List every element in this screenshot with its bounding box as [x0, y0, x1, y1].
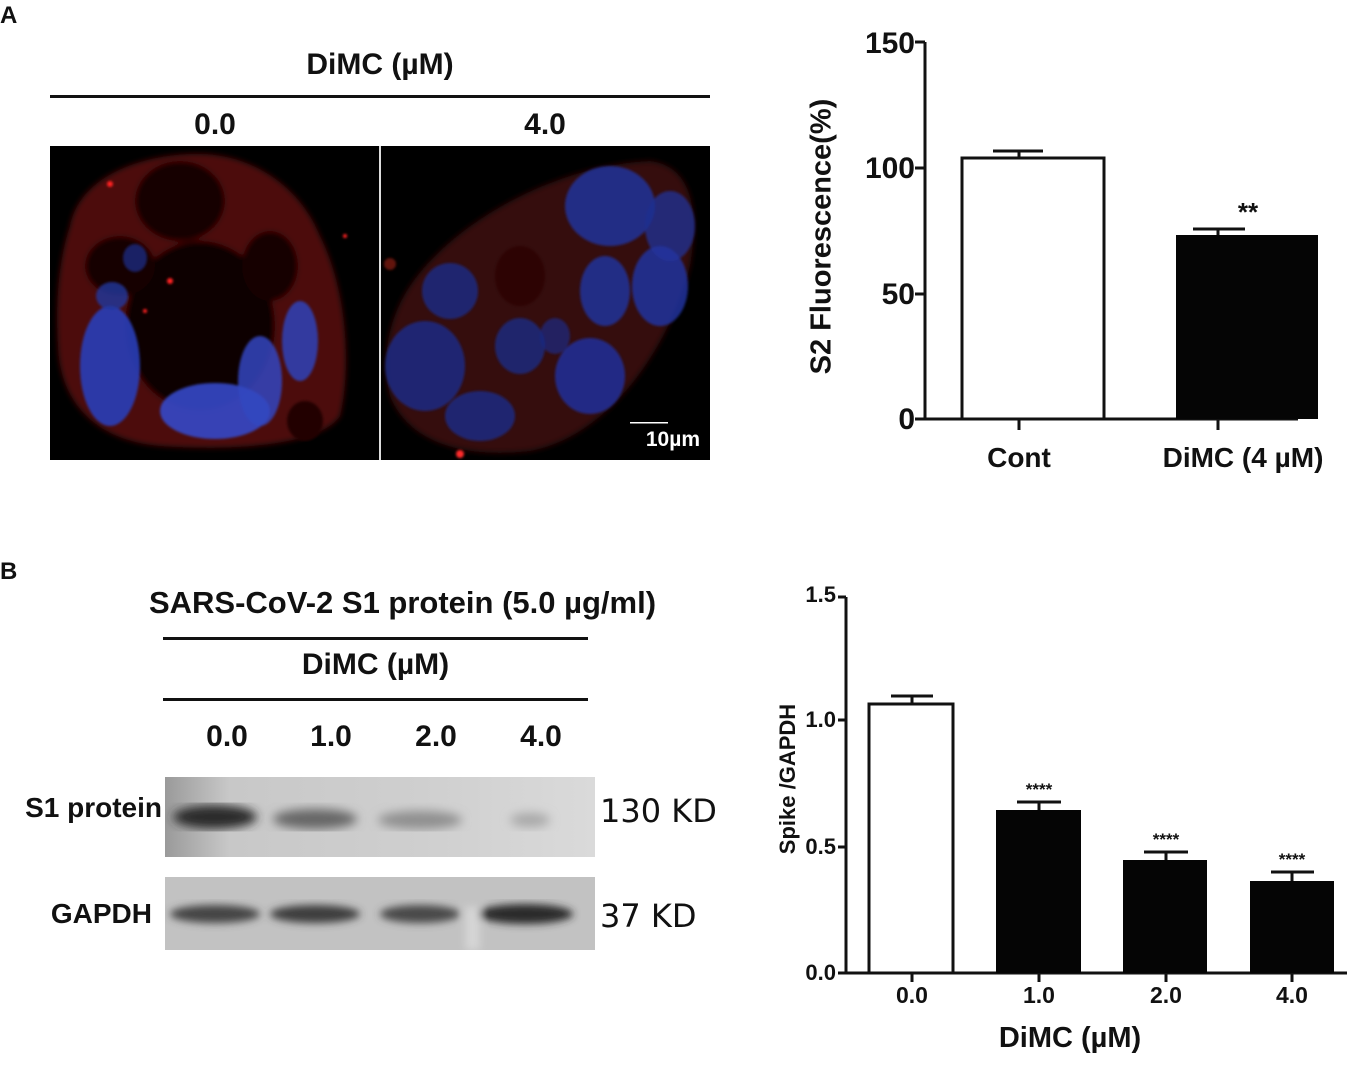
chart-a-bar-dimc	[1176, 235, 1318, 419]
chart-b-ytick-1.0: 1.0	[805, 707, 836, 732]
chart-b-ytick-0.0: 0.0	[805, 960, 836, 985]
chart-b-bar-1	[996, 810, 1081, 973]
chart-spike-gapdh: 1.5 1.0 0.5 0.0 Spike /GAPDH **** **** *…	[750, 570, 1347, 1060]
chart-b-xtick-1: 1.0	[1023, 982, 1055, 1008]
confocal-image-graphic	[57, 146, 695, 460]
blot-size-s1: 130 KD	[600, 792, 717, 830]
chart-b-ytick-0.5: 0.5	[805, 834, 836, 859]
blot-gapdh-bands	[170, 904, 573, 950]
blot-s1-bands	[173, 805, 550, 829]
chart-a-ytick-0: 0	[898, 403, 915, 436]
chart-a-svg	[915, 40, 1318, 430]
chart-b-xtick-2: 2.0	[1150, 982, 1182, 1008]
chart-a-ytick-150: 150	[864, 27, 915, 60]
panel-a-label: A	[0, 2, 18, 29]
chart-b-svg	[838, 595, 1347, 982]
chart-b-significance-4: ****	[1278, 850, 1306, 869]
chart-b-ytick-1.5: 1.5	[805, 582, 836, 607]
panel-a-col-0: 0.0	[194, 108, 236, 141]
chart-b-xtick-0: 0.0	[896, 982, 928, 1008]
chart-b-bar-4	[1250, 881, 1334, 973]
chart-a-bar-cont	[960, 156, 1106, 421]
panel-a-col-1: 4.0	[524, 108, 566, 141]
blot-row-label-gapdh: GAPDH	[50, 898, 152, 929]
panel-b-col-3: 4.0	[520, 720, 562, 753]
chart-a-significance: **	[1237, 197, 1259, 227]
blot-s1-protein	[165, 777, 595, 857]
chart-a-xtick-dimc: DiMC (4 µM)	[1162, 442, 1324, 473]
panel-b-title: SARS-CoV-2 S1 protein (5.0 µg/ml)	[148, 585, 657, 620]
chart-b-xlabel: DiMC (µM)	[998, 1022, 1142, 1054]
blot-row-label-s1: S1 protein	[25, 792, 162, 823]
panel-b-label: B	[0, 558, 18, 585]
blot-size-gapdh: 37 KD	[600, 897, 697, 935]
scale-bar-label: 10µm	[645, 428, 700, 451]
confocal-image-pair: 10µm	[50, 146, 710, 460]
chart-a-ytick-100: 100	[864, 152, 915, 185]
panel-b-col-1: 1.0	[310, 720, 352, 753]
chart-b-xtick-4: 4.0	[1276, 982, 1308, 1008]
chart-b-bar-2	[1123, 860, 1207, 973]
panel-a-header-rule	[50, 95, 710, 98]
chart-b-significance-1: ****	[1025, 780, 1053, 799]
panel-a-header: DiMC (µM)	[306, 48, 454, 81]
chart-a-ylabel: S2 Fluorescence(%)	[805, 98, 838, 375]
chart-b-bar-0	[867, 702, 955, 975]
panel-b-col-2: 2.0	[415, 720, 457, 753]
panel-b-col-0: 0.0	[206, 720, 248, 753]
blot-gapdh	[165, 877, 595, 950]
panel-b-header: DiMC (µM)	[301, 648, 450, 681]
panel-b-header-rule	[163, 698, 588, 701]
scale-bar	[630, 422, 668, 424]
chart-a-ytick-50: 50	[881, 278, 915, 311]
panel-b-title-rule	[163, 637, 588, 640]
chart-s2-fluorescence: 150 100 50 0 S2 Fluorescence(%) ** Cont …	[800, 20, 1347, 490]
chart-a-xtick-cont: Cont	[987, 442, 1051, 473]
chart-b-significance-2: ****	[1152, 830, 1180, 849]
chart-b-ylabel: Spike /GAPDH	[775, 703, 800, 855]
